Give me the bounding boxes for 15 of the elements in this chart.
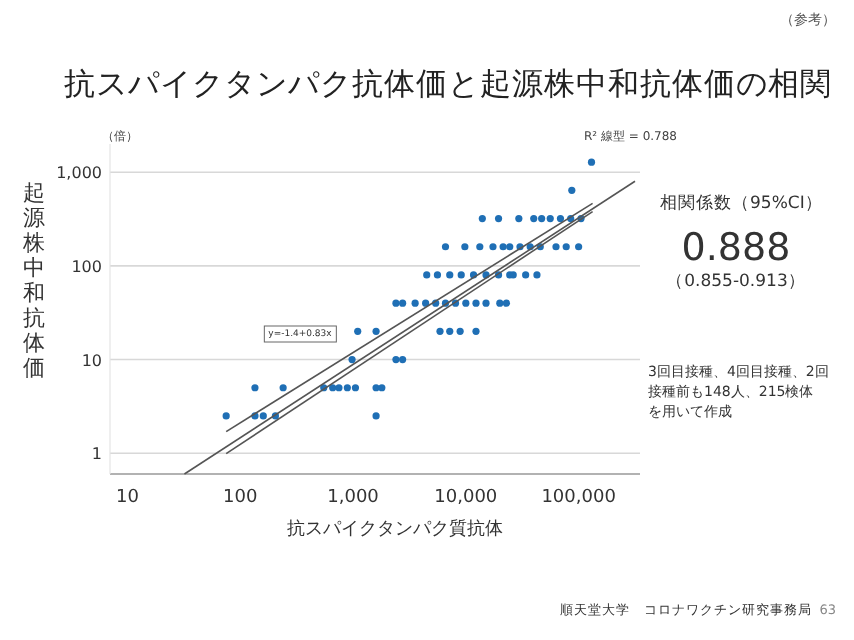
x-tick-label: 100 bbox=[223, 488, 258, 508]
y-axis-title: 起源株中和抗体価 bbox=[21, 180, 45, 381]
x-axis-title: 抗スパイクタンパク質抗体 bbox=[287, 518, 503, 540]
x-tick-label: 1,000 bbox=[327, 488, 380, 508]
text: （0.855-0.913） bbox=[666, 272, 806, 292]
text: 相関係数（95%CI） bbox=[660, 192, 823, 214]
y-tick-label: 100 bbox=[71, 257, 102, 276]
y-tick-label: 1 bbox=[91, 445, 102, 464]
chart-title: 抗スパイクタンパク抗体価と起源株中和抗体価の相関 bbox=[64, 66, 832, 102]
text: 0.888 bbox=[681, 226, 791, 270]
x-tick-label: 100,000 bbox=[541, 488, 617, 508]
x-tick-label: 10 bbox=[116, 488, 140, 508]
x-tick-label: 10,000 bbox=[434, 488, 498, 508]
y-tick-label: 10 bbox=[81, 351, 102, 370]
y-tick-label: 1,000 bbox=[56, 164, 102, 183]
